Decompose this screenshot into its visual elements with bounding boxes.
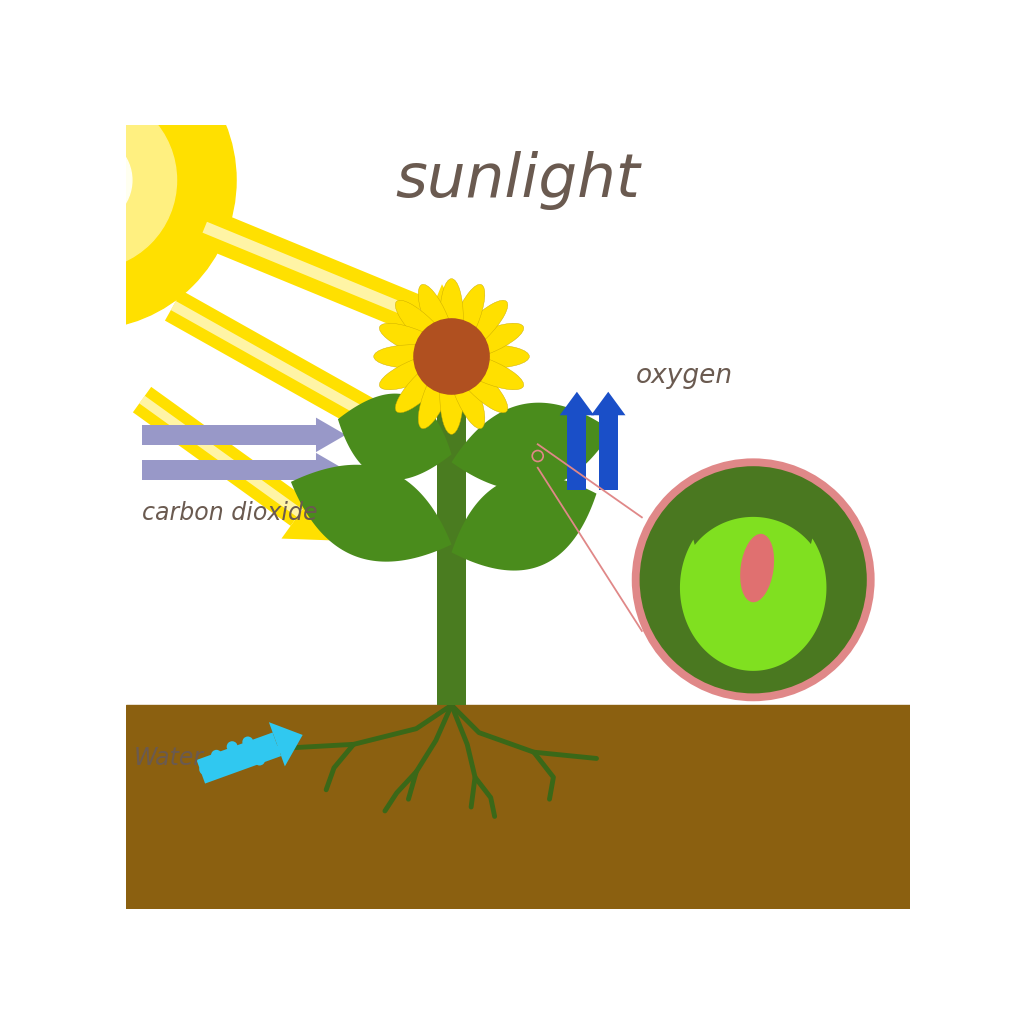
Circle shape	[0, 91, 177, 269]
Bar	[438, 395, 466, 706]
Circle shape	[640, 466, 866, 693]
Polygon shape	[197, 209, 435, 337]
Circle shape	[413, 318, 489, 394]
Ellipse shape	[395, 300, 453, 358]
Bar	[126, 706, 910, 909]
Ellipse shape	[419, 356, 455, 429]
Polygon shape	[452, 475, 596, 570]
Polygon shape	[291, 465, 452, 561]
Polygon shape	[142, 460, 316, 480]
Polygon shape	[366, 393, 425, 454]
Polygon shape	[196, 732, 281, 783]
Bar	[567, 414, 586, 489]
Ellipse shape	[440, 356, 463, 434]
Polygon shape	[591, 392, 626, 416]
Ellipse shape	[450, 355, 508, 413]
Polygon shape	[132, 387, 309, 526]
Polygon shape	[269, 722, 302, 766]
Text: sunlight: sunlight	[395, 151, 641, 210]
Polygon shape	[142, 425, 316, 445]
Polygon shape	[171, 301, 385, 428]
Polygon shape	[316, 418, 346, 452]
Polygon shape	[413, 285, 471, 353]
Polygon shape	[202, 222, 430, 325]
Ellipse shape	[379, 353, 452, 390]
Circle shape	[0, 32, 236, 329]
Polygon shape	[338, 393, 452, 480]
Polygon shape	[560, 392, 594, 416]
Ellipse shape	[722, 612, 785, 659]
Circle shape	[199, 764, 210, 775]
Ellipse shape	[451, 324, 524, 360]
Polygon shape	[680, 517, 826, 671]
Circle shape	[211, 750, 222, 761]
Ellipse shape	[451, 353, 524, 390]
Polygon shape	[281, 487, 338, 541]
Circle shape	[632, 459, 875, 701]
Ellipse shape	[419, 285, 455, 357]
Circle shape	[42, 135, 131, 225]
Ellipse shape	[395, 355, 453, 413]
Circle shape	[226, 741, 238, 753]
Circle shape	[254, 755, 265, 766]
Circle shape	[243, 736, 254, 748]
Ellipse shape	[740, 534, 774, 602]
Text: oxygen: oxygen	[636, 364, 733, 389]
Circle shape	[270, 745, 281, 756]
Polygon shape	[140, 396, 302, 517]
Ellipse shape	[379, 324, 452, 360]
Ellipse shape	[374, 345, 452, 369]
Polygon shape	[452, 402, 612, 490]
Polygon shape	[165, 291, 391, 438]
Ellipse shape	[448, 356, 485, 429]
Bar	[599, 414, 618, 489]
Ellipse shape	[440, 279, 463, 357]
Ellipse shape	[450, 300, 508, 358]
Text: carbon dioxide: carbon dioxide	[142, 501, 317, 525]
Text: Water: Water	[134, 746, 204, 770]
Ellipse shape	[448, 285, 485, 357]
Polygon shape	[316, 453, 346, 487]
Ellipse shape	[451, 345, 530, 369]
